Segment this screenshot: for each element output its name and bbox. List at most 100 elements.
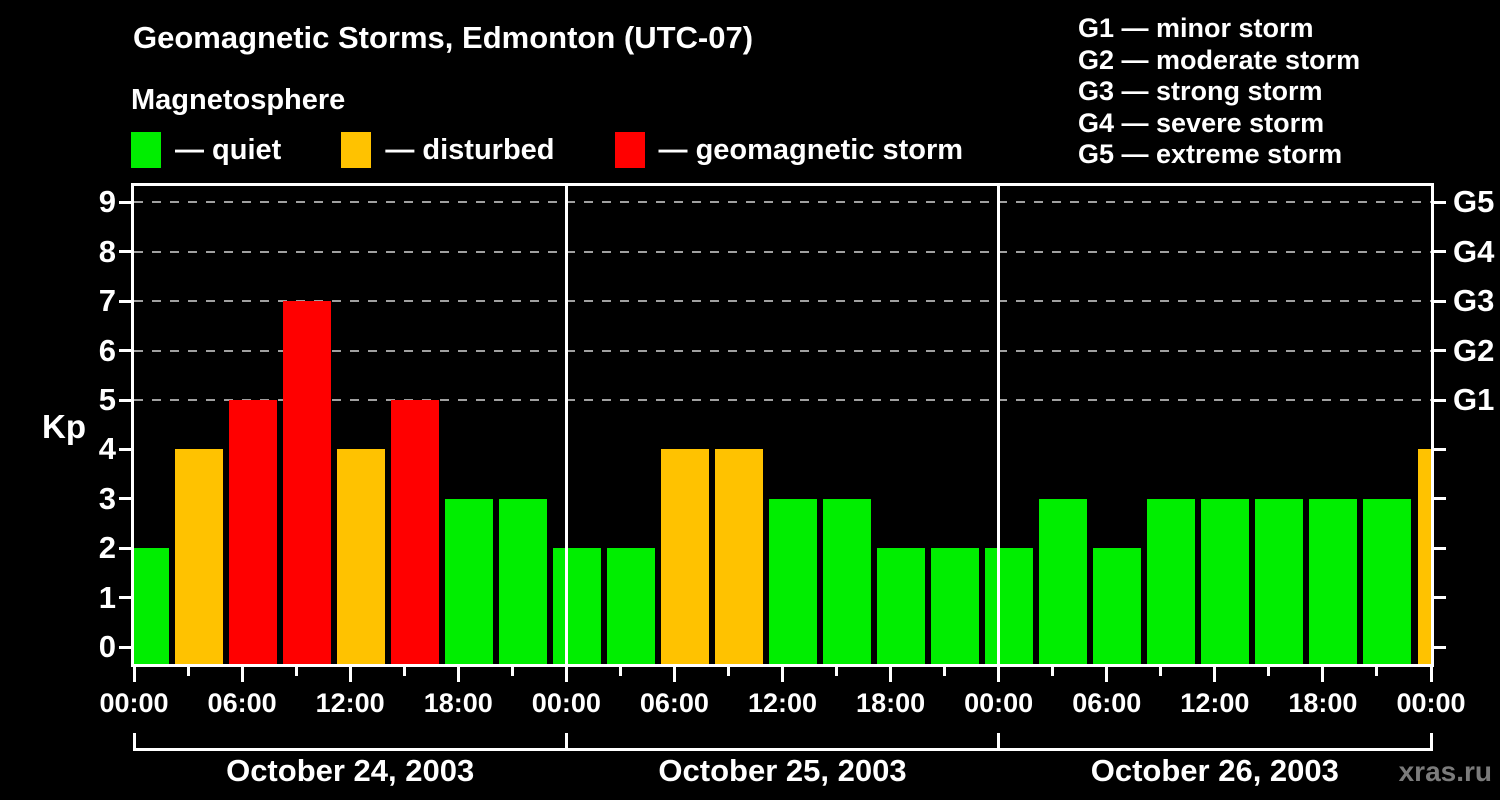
x-axis-time-label: 12:00: [747, 688, 818, 718]
y-axis-tick-label: 0: [98, 629, 116, 664]
x-axis-minor-tick: [294, 667, 298, 676]
y-axis-tick-right: [1434, 596, 1446, 600]
x-axis-minor-tick: [1267, 667, 1271, 676]
legend-label-disturbed: — disturbed: [385, 133, 555, 166]
kp-bar: [877, 548, 926, 664]
quiet-color-swatch-icon: [131, 132, 161, 168]
day-separator-line: [997, 186, 1001, 664]
y-axis-tick-left: [119, 447, 131, 451]
day-bracket-line: [134, 748, 1431, 751]
y-axis-tick-label: 8: [98, 233, 116, 269]
x-axis-major-tick: [1105, 667, 1109, 682]
gridline-kp-7: [134, 300, 1431, 303]
x-axis-major-tick: [889, 667, 893, 682]
x-axis-time-label: 06:00: [207, 688, 277, 718]
x-axis-minor-tick: [186, 667, 190, 676]
color-legend: — quiet — disturbed — geomagnetic storm: [131, 132, 1023, 168]
kp-bar: [552, 548, 601, 664]
y-axis-tick-left: [119, 398, 131, 402]
g-scale-legend-line: G3 — strong storm: [1078, 76, 1323, 106]
y-axis-tick-right: [1434, 200, 1446, 204]
y-axis-tick-left: [119, 349, 131, 353]
x-axis-major-tick: [1213, 667, 1217, 682]
x-axis-time-label: 06:00: [1072, 688, 1142, 718]
legend-label-quiet: — quiet: [175, 133, 282, 166]
y-axis-tick-right: [1434, 497, 1446, 501]
x-axis-major-tick: [564, 667, 568, 682]
g-level-label: G3: [1453, 283, 1495, 319]
g-scale-legend-line: G1 — minor storm: [1078, 13, 1314, 43]
kp-bar: [1201, 498, 1250, 664]
kp-bar: [1417, 449, 1431, 664]
page-title: Geomagnetic Storms, Edmonton (UTC-07): [133, 20, 754, 55]
g-level-label: G1: [1453, 382, 1495, 417]
x-axis-time-label: 18:00: [856, 688, 926, 718]
g-scale-legend: G1 — minor storm G2 — moderate storm G3 — …: [1078, 13, 1360, 171]
y-axis-tick-left: [119, 200, 131, 204]
kp-bar: [1039, 498, 1088, 664]
day-label: October 25, 2003: [658, 753, 907, 788]
gridline-kp-6: [134, 349, 1431, 352]
y-axis-tick-label: 6: [98, 332, 116, 368]
legend-label-storm: — geomagnetic storm: [658, 133, 964, 166]
kp-bar: [931, 548, 980, 664]
x-axis-minor-tick: [726, 667, 730, 676]
day-separator-line: [564, 186, 568, 664]
storm-color-swatch-icon: [614, 132, 645, 168]
x-axis-minor-tick: [402, 667, 406, 676]
x-axis-time-label: 00:00: [99, 688, 169, 718]
x-axis-time-label: 18:00: [1288, 688, 1358, 718]
g-level-label: G2: [1453, 332, 1495, 368]
kp-bar: [823, 498, 872, 664]
g-scale-legend-line: G2 — moderate storm: [1078, 44, 1361, 75]
kp-bar: [444, 498, 493, 664]
x-axis-minor-tick: [618, 667, 622, 676]
x-axis-time-label: 00:00: [964, 688, 1034, 718]
x-axis-minor-tick: [510, 667, 514, 676]
disturbed-color-swatch-icon: [341, 132, 372, 168]
kp-bar-chart-plot-area: [131, 183, 1434, 667]
x-axis-time-label: 00:00: [1396, 688, 1466, 718]
x-axis-minor-tick: [1159, 667, 1163, 676]
x-axis-time-label: 06:00: [639, 688, 709, 718]
y-axis-tick-left: [119, 497, 131, 501]
kp-bar: [174, 449, 223, 664]
kp-bar: [282, 301, 331, 664]
legend-item-storm: — geomagnetic storm: [614, 132, 964, 168]
x-axis-minor-tick: [1375, 667, 1379, 676]
kp-bar: [985, 548, 1034, 664]
y-axis-tick-label: 1: [98, 579, 116, 615]
x-axis-minor-tick: [835, 667, 839, 676]
y-axis-tick-left: [119, 250, 131, 254]
kp-bar: [498, 498, 547, 664]
g-level-label: G5: [1453, 184, 1495, 220]
kp-bar: [606, 548, 655, 664]
x-axis-major-tick: [997, 667, 1001, 682]
x-axis-minor-tick: [943, 667, 947, 676]
day-bracket-end: [997, 733, 1001, 751]
kp-bar: [660, 449, 709, 664]
gridline-kp-5: [134, 399, 1431, 401]
x-axis-major-tick: [781, 667, 784, 682]
day-bracket-end: [132, 733, 136, 751]
day-bracket-end: [1429, 733, 1433, 751]
kp-bar: [390, 400, 439, 664]
y-axis-tick-right: [1434, 299, 1446, 303]
y-axis-tick-label: 9: [98, 184, 116, 220]
g-scale-legend-line: G4 — severe storm: [1078, 107, 1325, 138]
x-axis-major-tick: [348, 667, 352, 682]
day-label: October 24, 2003: [226, 753, 475, 788]
legend-item-disturbed: — disturbed: [341, 132, 555, 168]
y-axis-tick-left: [119, 596, 131, 600]
y-axis-tick-right: [1434, 250, 1446, 254]
kp-bar: [1093, 548, 1142, 664]
y-axis-tick-label: 7: [98, 283, 116, 319]
x-axis-major-tick: [1429, 667, 1433, 682]
gridline-kp-8: [134, 250, 1431, 253]
kp-bar: [1363, 498, 1412, 664]
x-axis-major-tick: [240, 667, 244, 682]
kp-bar: [1309, 498, 1358, 664]
day-label: October 26, 2003: [1090, 753, 1339, 788]
day-bracket-end: [564, 733, 568, 751]
y-axis-tick-left: [119, 299, 131, 303]
